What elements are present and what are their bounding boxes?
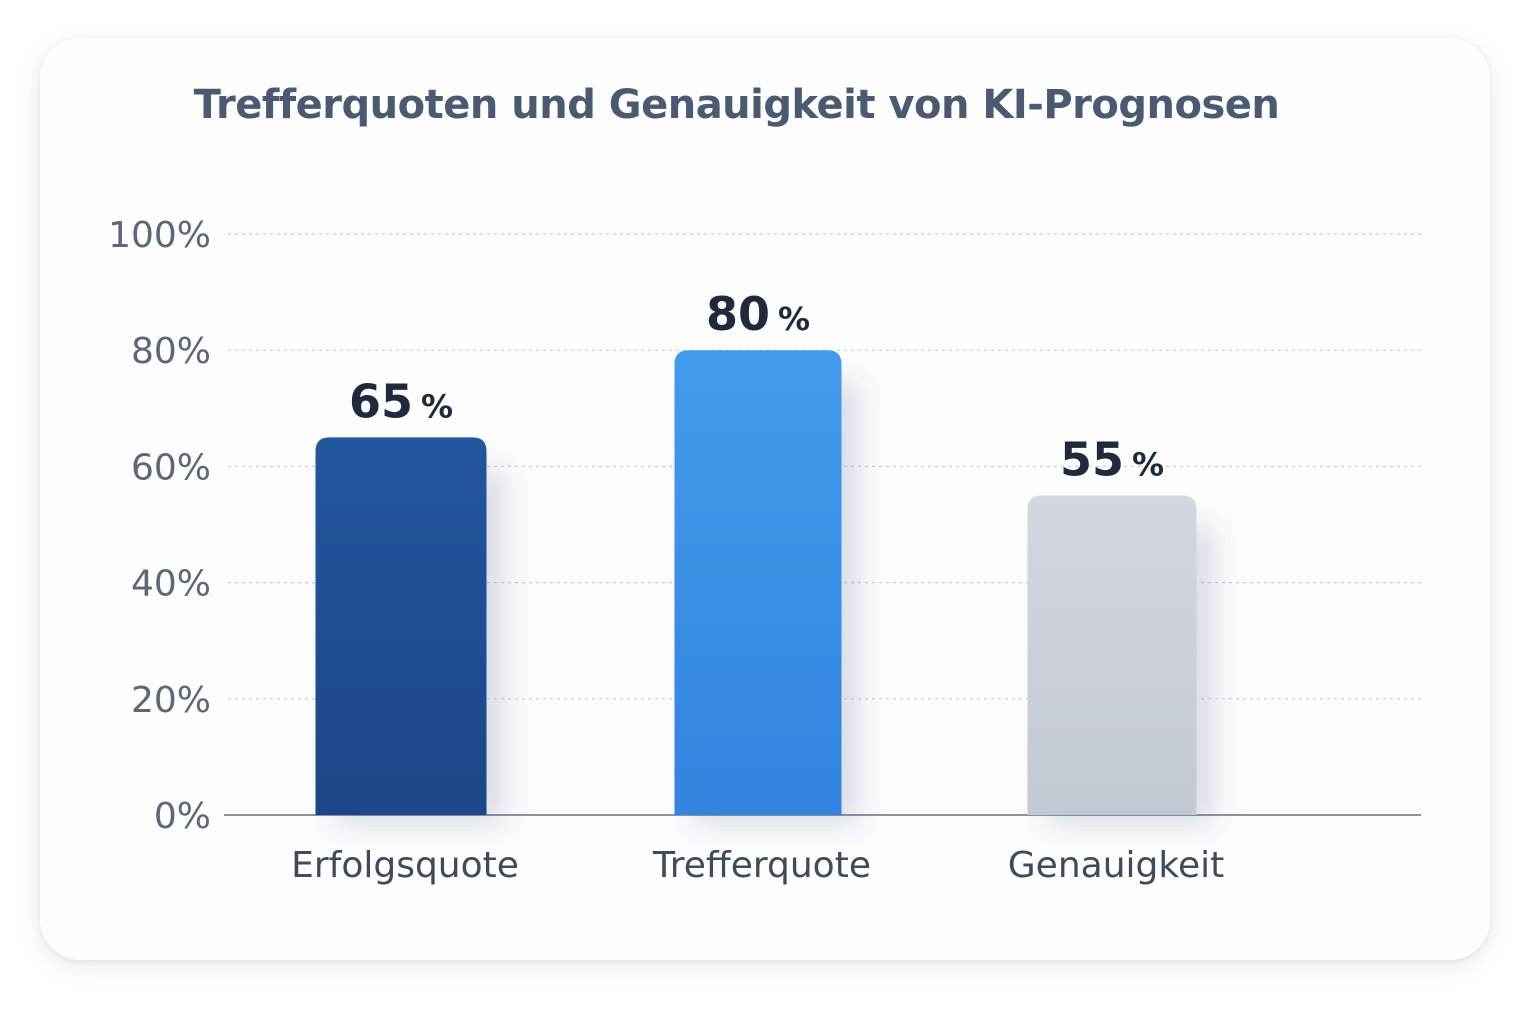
y-tick-label: 60%: [131, 447, 211, 488]
y-tick-label: 40%: [131, 564, 211, 605]
bar: [1027, 495, 1197, 815]
data-label: 80%: [706, 287, 810, 341]
data-label-unit: %: [421, 387, 453, 425]
y-tick-label: 80%: [131, 331, 211, 372]
x-tick-label: Erfolgsquote: [291, 845, 519, 886]
data-label-unit: %: [1132, 445, 1164, 483]
y-tick-label: 20%: [131, 680, 211, 721]
x-tick-label: Genauigkeit: [1008, 845, 1224, 886]
x-tick-label: Trefferquote: [652, 845, 871, 886]
y-tick-label: 0%: [154, 796, 211, 837]
data-label-value: 80: [706, 287, 770, 341]
data-label: 55%: [1060, 432, 1164, 486]
data-label-value: 55: [1060, 432, 1124, 486]
data-label-value: 65: [349, 374, 413, 428]
bar: [674, 350, 842, 815]
bar: [315, 437, 487, 815]
data-label-unit: %: [778, 300, 810, 338]
data-label: 65%: [349, 374, 453, 428]
chart-title: Trefferquoten und Genauigkeit von KI-Pro…: [193, 82, 1280, 128]
y-tick-label: 100%: [108, 215, 211, 256]
